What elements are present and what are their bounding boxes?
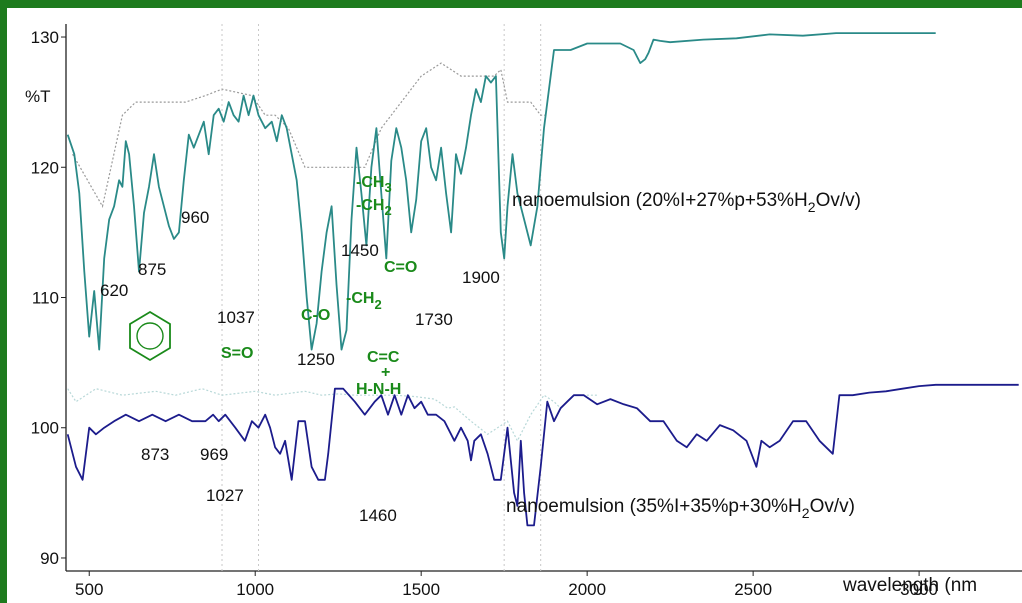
group-ch2: -CH2	[356, 197, 392, 218]
x-tick-label: 1000	[236, 580, 274, 599]
benzene-ring-icon	[129, 310, 171, 362]
x-ticks: 500 1000 1500 2000 2500 3000	[75, 571, 938, 599]
reference-trace-2	[67, 388, 598, 443]
group-c-double-c: C=C	[367, 349, 400, 366]
reference-traces	[67, 62, 598, 443]
peak-label-1460: 1460	[359, 506, 397, 525]
group-c-double-o: C=O	[384, 259, 417, 276]
series-label-bottom-sub: 2	[802, 505, 810, 521]
peak-label-873: 873	[141, 445, 169, 464]
series-label-top-sub: 2	[808, 199, 816, 215]
peak-label-1027: 1027	[206, 486, 244, 505]
y-tick-label: 120	[31, 158, 59, 177]
y-axis-label: %T	[25, 87, 51, 106]
series-label-bottom-main: nanoemulsion (35%I+35%p+30%H	[506, 496, 802, 517]
x-tick-label: 1500	[402, 580, 440, 599]
x-tick-label: 500	[75, 580, 103, 599]
group-s-double-o: S=O	[221, 345, 253, 362]
group-ch3: -CH3	[356, 174, 392, 195]
frame-left	[0, 0, 7, 603]
x-tick-label: 2500	[734, 580, 772, 599]
series-label-bottom: nanoemulsion (35%I+35%p+30%H2Ov/v)	[506, 496, 855, 521]
y-tick-label: 110	[32, 289, 59, 308]
group-ch2-b: -CH2	[346, 290, 382, 312]
y-ticks: 90 100 110 120 130	[31, 28, 66, 568]
peak-label-969: 969	[200, 445, 228, 464]
y-tick-label: 100	[31, 419, 59, 438]
frame-top	[0, 0, 1022, 8]
series-line-35pct	[66, 383, 1019, 527]
y-tick-label: 130	[31, 28, 59, 47]
peak-label-1730: 1730	[415, 310, 453, 329]
peak-label-1450: 1450	[341, 241, 379, 260]
series-label-top-tail: Ov/v)	[816, 190, 861, 211]
series-lines	[66, 32, 1019, 527]
x-tick-label: 2000	[568, 580, 606, 599]
group-c-single-o: C-O	[301, 307, 330, 324]
peak-label-960: 960	[181, 208, 209, 227]
group-h-n-h: H-N-H	[356, 381, 401, 398]
x-tick-label: 3000	[900, 580, 938, 599]
series-label-top: nanoemulsion (20%I+27%p+53%H2Ov/v)	[512, 190, 861, 215]
peak-label-1900: 1900	[462, 268, 500, 287]
peak-label-1037: 1037	[217, 308, 255, 327]
peak-label-620: 620	[100, 281, 128, 300]
series-label-bottom-tail: Ov/v)	[810, 496, 855, 517]
peak-label-1250: 1250	[297, 350, 335, 369]
peak-label-875: 875	[138, 260, 166, 279]
group-plus: +	[381, 364, 390, 381]
x-axis-label: wavelength (nm	[842, 575, 977, 596]
series-line-20pct	[66, 32, 936, 351]
y-tick-label: 90	[40, 549, 59, 568]
series-label-top-main: nanoemulsion (20%I+27%p+53%H	[512, 190, 808, 211]
